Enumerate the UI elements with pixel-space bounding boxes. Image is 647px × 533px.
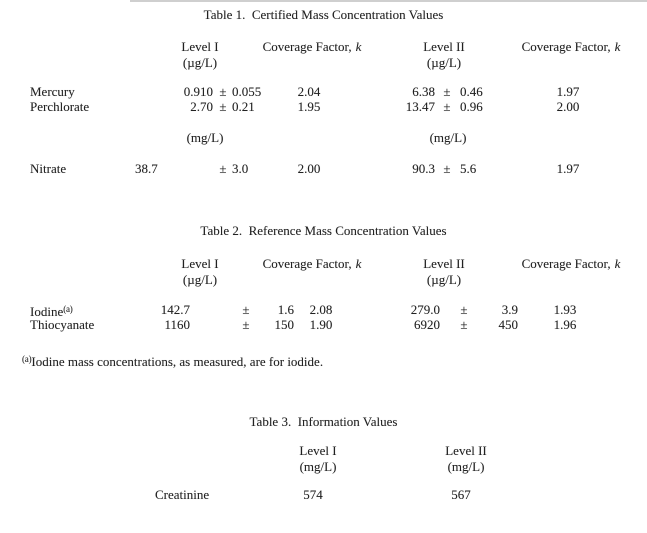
- table2-title: Table 2. Reference Mass Concentration Va…: [200, 223, 447, 238]
- table2-header-level2: Level II (µg/L): [399, 256, 489, 288]
- plus-minus-sign: ±: [443, 99, 451, 114]
- level2-uncertainty: 5.6: [460, 161, 477, 176]
- footnote-text-line: (a)Iodine mass concentrations, as measur…: [22, 352, 323, 369]
- coverage-factor-level2: 2.00: [556, 99, 580, 114]
- table3-header-level2-unit: (mg/L): [447, 459, 485, 474]
- footnote-text: Iodine mass concentrations, as measured,…: [31, 354, 324, 369]
- coverage-factor-label: Coverage Factor,: [262, 256, 352, 271]
- level1-value: 1160: [164, 317, 190, 332]
- table2-footnote: (a)Iodine mass concentrations, as measur…: [0, 352, 647, 369]
- level1-unit-mgL: (mg/L): [186, 130, 224, 145]
- coverage-factor-k-symbol: k: [355, 256, 362, 271]
- coverage-factor-level2: 1.93: [553, 302, 577, 317]
- table-row-creatinine: Creatinine 574 567: [0, 487, 647, 503]
- footnote-marker: (a): [22, 354, 32, 364]
- coverage-factor-label: Coverage Factor,: [262, 39, 352, 54]
- level1-value: 38.7: [135, 161, 158, 176]
- table3-header-level2: Level II (mg/L): [421, 443, 511, 475]
- table1-title: Table 1. Certified Mass Concentration Va…: [203, 7, 444, 22]
- level2-uncertainty: 450: [498, 317, 519, 332]
- level1-value: 0.910: [183, 84, 213, 99]
- coverage-factor-level2: 1.97: [556, 161, 580, 176]
- table1-header-level1-unit: (µg/L): [182, 55, 218, 70]
- plus-minus-sign: ±: [219, 161, 227, 176]
- plus-minus-sign: ±: [219, 84, 227, 99]
- scan-edge-artifact: [130, 0, 647, 2]
- table1-header-coverage-factor-1: Coverage Factor, k: [232, 39, 392, 55]
- level2-value: 90.3: [412, 161, 435, 176]
- level2-unit-mgL: (mg/L): [429, 130, 467, 145]
- footnote-marker: (a): [63, 304, 73, 314]
- coverage-factor-level1: 1.90: [309, 317, 333, 332]
- table1-header-coverage-factor-2: Coverage Factor, k: [491, 39, 647, 55]
- level1-uncertainty: 3.0: [232, 161, 249, 176]
- plus-minus-sign: ±: [443, 84, 451, 99]
- analyte-label: Iodine(a): [30, 302, 73, 319]
- coverage-factor-label: Coverage Factor,: [521, 256, 611, 271]
- table2-header-level2-unit: (µg/L): [426, 272, 462, 287]
- table3-header-level1-unit: (mg/L): [299, 459, 337, 474]
- table-row-iodine: Iodine(a) 142.7 ± 1.6 2.08 279.0 ± 3.9 1…: [0, 302, 647, 319]
- table3-title: Table 3. Information Values: [249, 414, 398, 429]
- table2-header-level1-unit: (µg/L): [182, 272, 218, 287]
- coverage-factor-level1: 2.08: [309, 302, 333, 317]
- table-row-thiocyanate: Thiocyanate 1160 ± 150 1.90 6920 ± 450 1…: [0, 317, 647, 333]
- level2-uncertainty: 0.96: [460, 99, 483, 114]
- coverage-factor-label: Coverage Factor,: [521, 39, 611, 54]
- coverage-factor-level2: 1.97: [556, 84, 580, 99]
- table2-header-coverage-factor-1: Coverage Factor, k: [232, 256, 392, 272]
- table3-header-level2-label: Level II: [445, 443, 487, 458]
- table-row-perchlorate: Perchlorate 2.70 ± 0.21 1.95 13.47 ± 0.9…: [0, 99, 647, 115]
- level1-uncertainty: 1.6: [277, 302, 294, 317]
- analyte-label-text: Iodine: [30, 304, 64, 319]
- table1-header-level2-label: Level II: [423, 39, 465, 54]
- table-row-mercury: Mercury 0.910 ± 0.055 2.04 6.38 ± 0.46 1…: [0, 84, 647, 100]
- analyte-label: Creatinine: [155, 487, 210, 502]
- level1-uncertainty: 0.21: [232, 99, 255, 114]
- level2-value: 13.47: [405, 99, 435, 114]
- plus-minus-sign: ±: [460, 302, 468, 317]
- level2-value: 6.38: [412, 84, 435, 99]
- coverage-factor-k-symbol: k: [614, 256, 621, 271]
- coverage-factor-k-symbol: k: [355, 39, 362, 54]
- table3-header-level1: Level I (mg/L): [273, 443, 363, 475]
- coverage-factor-level2: 1.96: [553, 317, 577, 332]
- plus-minus-sign: ±: [443, 161, 451, 176]
- level1-uncertainty: 0.055: [232, 84, 262, 99]
- plus-minus-sign: ±: [219, 99, 227, 114]
- plus-minus-sign: ±: [242, 317, 250, 332]
- level1-value: 2.70: [190, 99, 213, 114]
- coverage-factor-level1: 1.95: [297, 99, 321, 114]
- level2-value: 6920: [414, 317, 440, 332]
- table1-header-level1-label: Level I: [181, 39, 219, 54]
- table3-header-level1-label: Level I: [299, 443, 337, 458]
- plus-minus-sign: ±: [242, 302, 250, 317]
- table2-header-level1-label: Level I: [181, 256, 219, 271]
- table2-header-coverage-factor-2: Coverage Factor, k: [491, 256, 647, 272]
- level2-uncertainty: 3.9: [501, 302, 518, 317]
- level1-uncertainty: 150: [274, 317, 295, 332]
- level1-value: 574: [303, 487, 323, 502]
- table1-header-level2-unit: (µg/L): [426, 55, 462, 70]
- coverage-factor-k-symbol: k: [614, 39, 621, 54]
- table1-header-level2: Level II (µg/L): [399, 39, 489, 71]
- level1-value: 142.7: [160, 302, 190, 317]
- table2-header-level2-label: Level II: [423, 256, 465, 271]
- analyte-label: Mercury: [30, 84, 75, 99]
- analyte-label: Nitrate: [30, 161, 67, 176]
- coverage-factor-level1: 2.00: [297, 161, 321, 176]
- analyte-label: Perchlorate: [30, 99, 90, 114]
- table2-header-level1: Level I (µg/L): [155, 256, 245, 288]
- table1-header-level1: Level I (µg/L): [155, 39, 245, 71]
- analyte-label: Thiocyanate: [30, 317, 95, 332]
- coverage-factor-level1: 2.04: [297, 84, 321, 99]
- plus-minus-sign: ±: [460, 317, 468, 332]
- table-row-nitrate: Nitrate 38.7 ± 3.0 2.00 90.3 ± 5.6 1.97: [0, 161, 647, 177]
- level2-value: 567: [451, 487, 471, 502]
- level2-value: 279.0: [410, 302, 440, 317]
- table-row-units-mgL: (mg/L) (mg/L): [0, 130, 647, 146]
- level2-uncertainty: 0.46: [460, 84, 483, 99]
